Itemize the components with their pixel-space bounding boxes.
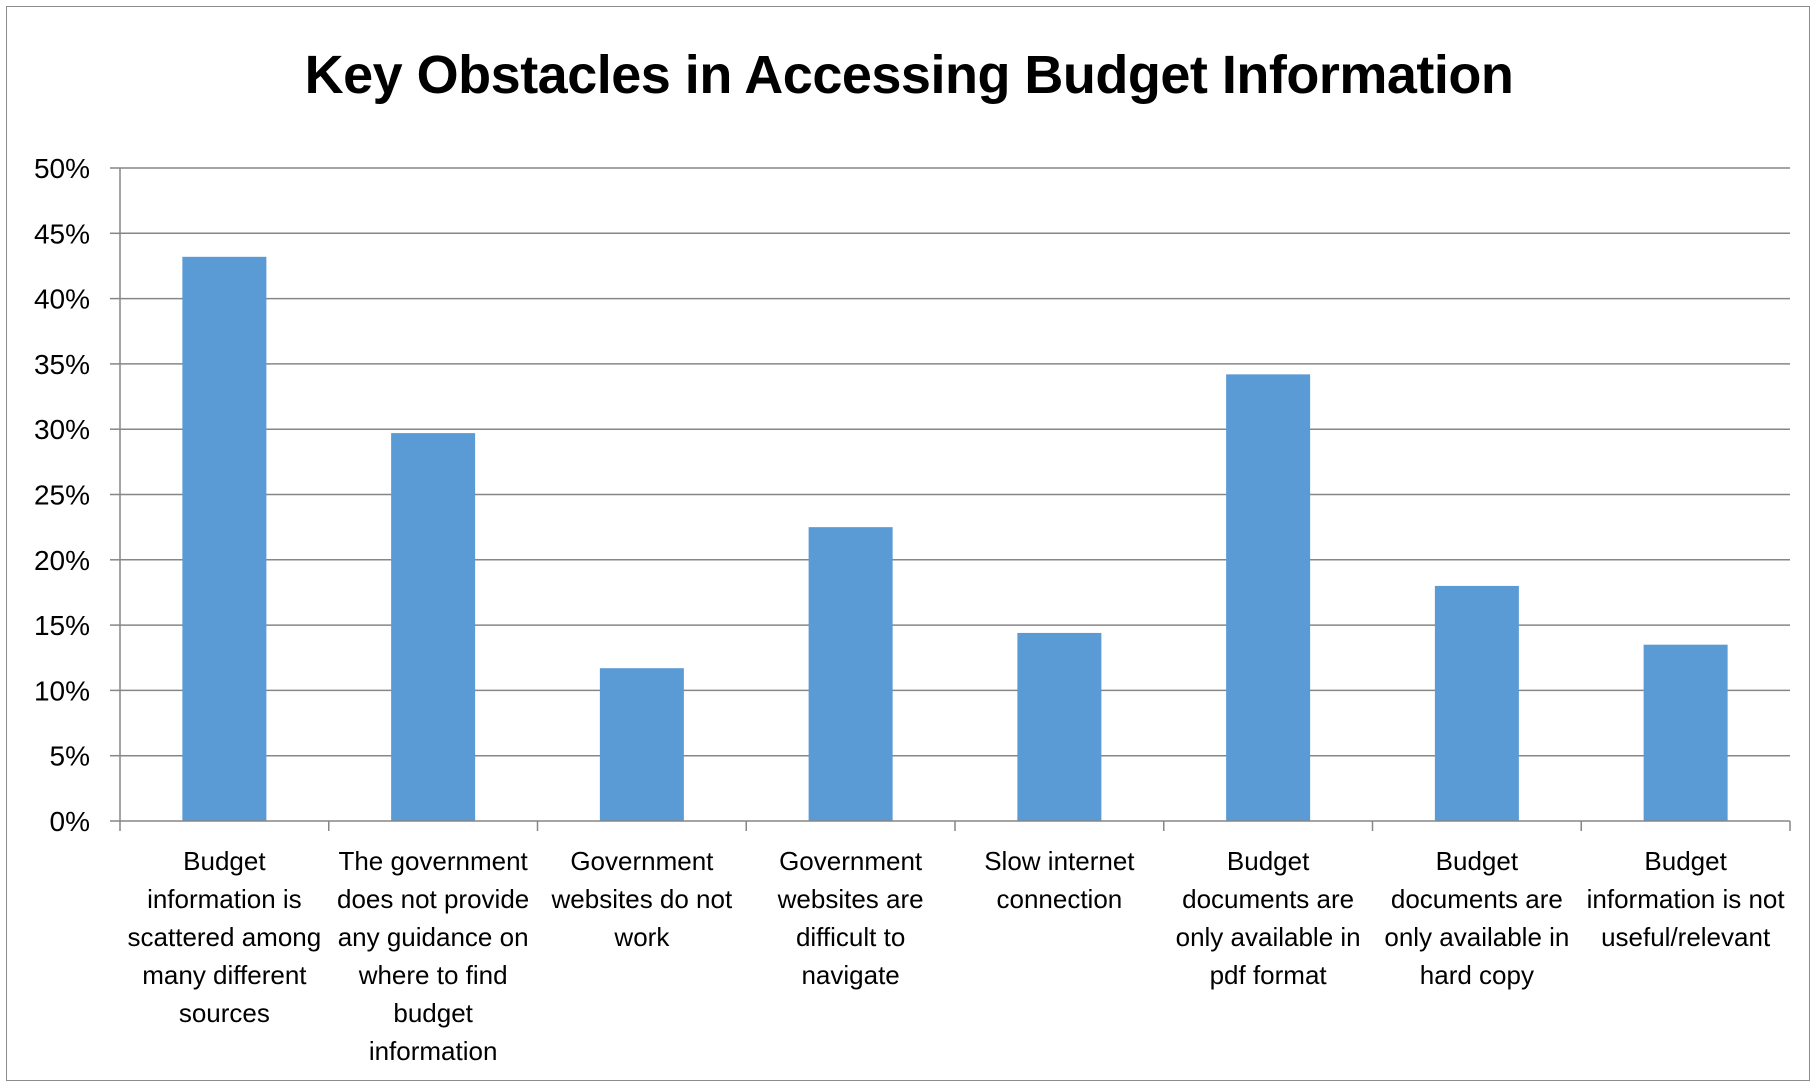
x-tick-label: Government websites do not work xyxy=(551,846,733,952)
y-tick-label: 35% xyxy=(34,349,90,380)
bar xyxy=(599,668,684,821)
y-tick-label: 25% xyxy=(34,480,90,511)
bar xyxy=(182,256,267,822)
x-tick-label: Budget documents are only available in hard… xyxy=(1384,846,1569,990)
y-tick-label: 5% xyxy=(50,741,90,772)
x-tick-label: Budget information is scattered among many … xyxy=(128,846,322,1028)
x-tick-label: Government websites are difficult to naviga… xyxy=(777,846,924,990)
y-tick-label: 0% xyxy=(50,806,90,837)
y-tick-label: 40% xyxy=(34,284,90,315)
x-tick-label: Budget information is not useful/relevant xyxy=(1587,846,1786,952)
x-tick-label: Budget documents are only available in pdf … xyxy=(1176,846,1361,990)
y-tick-label: 20% xyxy=(34,545,90,576)
y-tick-label: 10% xyxy=(34,675,90,706)
chart-frame xyxy=(6,6,1810,1081)
bar xyxy=(1643,644,1728,821)
y-tick-label: 50% xyxy=(34,153,90,184)
chart-title: Key Obstacles in Accessing Budget Inform… xyxy=(304,45,1514,105)
bar xyxy=(1226,374,1311,821)
x-tick-label: The government does not provide any guidan… xyxy=(337,846,529,1066)
bar xyxy=(391,433,476,821)
y-tick-label: 45% xyxy=(34,218,90,249)
y-tick-label: 15% xyxy=(34,610,90,641)
x-tick-label: Slow internet connection xyxy=(984,846,1135,914)
y-tick-label: 30% xyxy=(34,414,90,445)
bar xyxy=(808,527,893,821)
bar xyxy=(1017,632,1102,821)
bar xyxy=(1434,585,1519,821)
